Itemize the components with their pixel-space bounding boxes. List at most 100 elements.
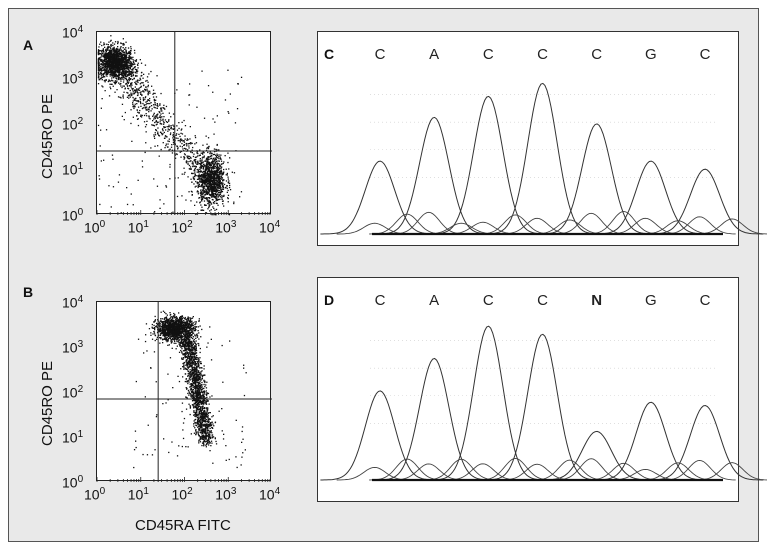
scatter-point <box>122 77 124 79</box>
scatter-point <box>170 132 172 134</box>
scatter-point <box>112 71 115 73</box>
scatter-point <box>221 181 223 184</box>
scatter-point <box>169 319 171 322</box>
scatter-point <box>189 346 192 348</box>
scatter-point <box>109 60 111 62</box>
scatter-point <box>106 61 109 63</box>
scatter-point <box>181 173 183 175</box>
scatter-point <box>119 70 121 72</box>
scatter-point <box>135 75 137 77</box>
scatter-point <box>125 71 127 73</box>
scatter-point <box>136 88 138 90</box>
scatter-point <box>155 115 157 118</box>
scatter-point <box>179 316 181 319</box>
scatter-point <box>148 328 151 330</box>
scatter-point <box>117 58 119 60</box>
scatter-point <box>125 54 127 57</box>
scatter-point <box>113 68 115 71</box>
scatter-point <box>124 71 126 73</box>
scatter-point <box>145 96 147 98</box>
scatter-point <box>220 171 222 173</box>
scatter-point <box>164 108 166 110</box>
scatter-point <box>147 94 149 96</box>
scatter-point <box>153 330 155 333</box>
scatter-point <box>196 382 198 384</box>
scatter-point <box>137 89 139 91</box>
scatter-point <box>221 195 223 197</box>
scatter-point <box>178 331 180 333</box>
scatter-point <box>132 56 134 58</box>
scatter-point <box>213 179 215 181</box>
scatter-point <box>205 174 207 176</box>
scatter-point <box>183 167 185 169</box>
scatter-point <box>240 76 243 78</box>
scatter-point <box>227 197 229 199</box>
scatter-point <box>172 134 174 136</box>
scatter-point <box>212 171 214 173</box>
scatter-point <box>97 77 100 79</box>
scatter-point <box>164 311 166 314</box>
scatter-point <box>214 181 216 183</box>
scatter-point <box>181 146 183 148</box>
scatter-point <box>115 55 117 57</box>
scatter-point <box>106 68 108 70</box>
scatter-point <box>111 56 113 58</box>
scatter-point <box>107 66 110 68</box>
scatter-point <box>127 61 129 64</box>
scatter-point <box>172 137 174 139</box>
scatter-point <box>181 195 183 197</box>
scatter-point <box>145 104 147 106</box>
scatter-point <box>218 181 220 183</box>
scatter-point <box>200 163 203 165</box>
scatter-point <box>204 160 206 162</box>
scatter-point <box>149 92 151 94</box>
scatter-point <box>118 57 120 60</box>
scatter-point <box>118 62 120 65</box>
scatter-point <box>200 193 202 195</box>
scatter-point <box>218 169 220 171</box>
scatter-point <box>200 204 202 206</box>
scatter-point <box>173 316 175 318</box>
scatter-point <box>184 324 186 326</box>
scatter-point <box>225 168 227 170</box>
scatter-point <box>174 322 176 324</box>
scatter-point <box>100 60 102 63</box>
scatter-point <box>191 142 193 144</box>
scatter-point <box>207 151 209 154</box>
scatter-point <box>223 168 225 171</box>
scatter-point <box>163 332 165 334</box>
scatter-point <box>111 154 114 156</box>
scatter-point <box>183 173 185 175</box>
scatter-point <box>174 330 176 332</box>
scatter-point <box>212 161 214 164</box>
scatter-point <box>206 192 208 194</box>
scatter-point <box>184 344 187 346</box>
scatter-point <box>191 324 193 326</box>
scatter-point <box>100 53 103 55</box>
scatter-point <box>123 54 125 57</box>
scatter-point <box>107 65 110 67</box>
scatter-point <box>209 430 211 432</box>
scatter-point <box>191 161 194 163</box>
scatter-point <box>176 153 178 155</box>
scatter-point <box>219 191 221 193</box>
scatter-point <box>221 174 223 176</box>
scatter-point <box>215 196 217 198</box>
scatter-point <box>208 168 210 170</box>
scatter-point <box>118 174 121 176</box>
scatter-point <box>111 65 113 67</box>
scatter-point <box>115 73 117 76</box>
scatter-point <box>113 73 116 76</box>
scatter-point <box>201 192 203 194</box>
scatter-point <box>199 159 201 162</box>
scatter-point <box>204 167 207 169</box>
scatter-point <box>175 321 178 323</box>
scatter-point <box>188 94 190 96</box>
scatter-point <box>179 135 181 138</box>
scatter-point <box>97 74 100 76</box>
scatter-point <box>103 159 105 161</box>
scatter-point <box>108 49 110 51</box>
scatter-point <box>115 63 117 65</box>
scatter-point <box>123 66 125 68</box>
scatter-point <box>116 62 119 65</box>
